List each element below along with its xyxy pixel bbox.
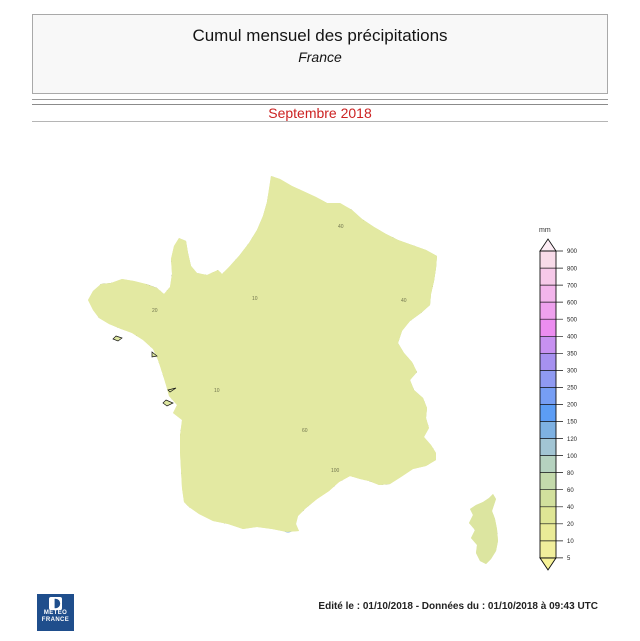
region-subtitle: France [298,49,342,65]
scale-tick-label: 80 [567,471,574,477]
period-label: Septembre 2018 [268,105,372,121]
scale-tick-label: 200 [567,403,578,409]
scale-tick-label: 600 [567,300,578,306]
scale-tick-label: 900 [567,249,578,255]
meteo-france-logo: METEO FRANCE [37,594,74,631]
scale-tick-label: 5 [567,556,571,562]
contour-label: 60 [302,428,308,434]
contour-label: 10 [214,388,220,394]
title-box: Cumul mensuel des précipitations France [32,14,608,94]
scale-tick-label: 300 [567,369,578,375]
scale-tick-label: 10 [567,539,574,545]
scale-tick-label: 700 [567,283,578,289]
corsica [468,493,499,565]
scale-tick-label: 250 [567,386,578,392]
scale-tick-label: 120 [567,437,578,443]
scale-unit-label: mm [539,227,551,234]
separator-line-bottom [32,121,608,122]
scale-tick-label: 350 [567,352,578,358]
scale-tick-label: 400 [567,334,578,340]
separator-line-top [32,99,608,100]
scale-tick-label: 40 [567,505,574,511]
scale-tick-label: 60 [567,488,574,494]
contour-value-labels: 40 10 20 10 60 100 40 [152,224,407,474]
contour-label: 10 [252,296,258,302]
scale-tick-label: 20 [567,522,574,528]
scale-tick-label: 800 [567,266,578,272]
meteo-france-logo-icon [49,597,62,610]
contour-label: 40 [338,224,344,230]
contour-label: 100 [331,468,340,474]
footer-edited-text: Edité le : 01/10/2018 - Données du : 01/… [318,601,598,612]
map-title: Cumul mensuel des précipitations [192,26,448,45]
logo-text-line1: METEO [43,610,68,616]
contour-label: 20 [152,308,158,314]
scale-tick-label: 100 [567,454,578,460]
separator-line-mid [32,104,608,105]
france-coastline [87,175,438,533]
scale-tick-label: 150 [567,420,578,426]
contour-label: 40 [401,298,407,304]
logo-text-line2: FRANCE [41,617,70,623]
atlantic-islands [112,335,177,407]
color-scale: 900 800 700 600 500 400 350 300 250 200 150 120 100 8… [539,227,578,571]
scale-tick-label: 500 [567,317,578,323]
